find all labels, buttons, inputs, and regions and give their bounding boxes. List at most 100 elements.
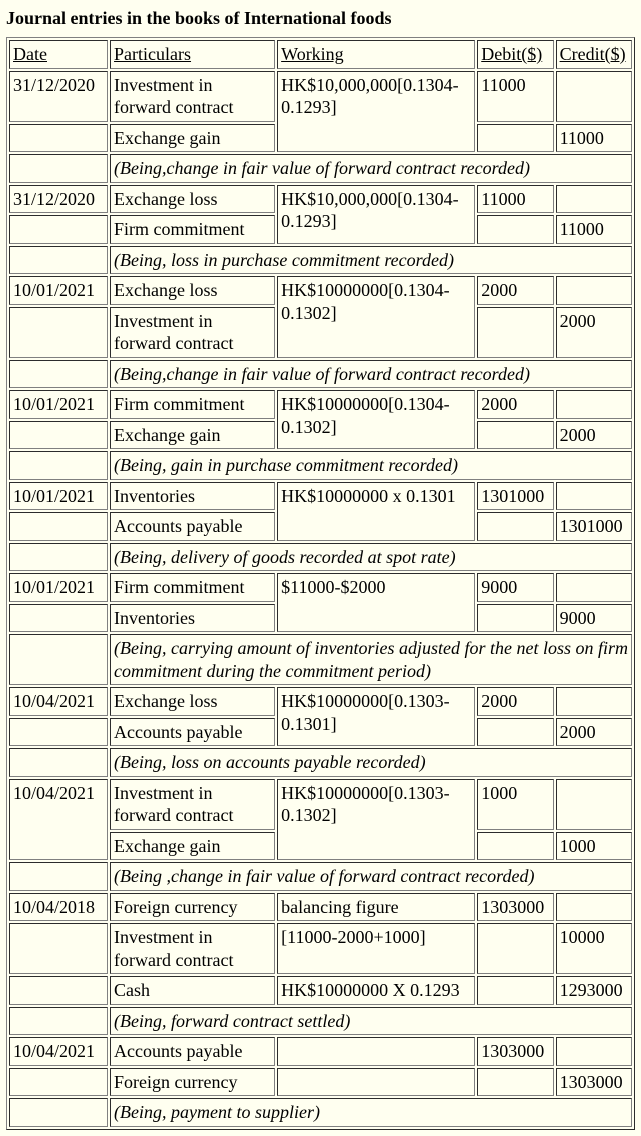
particulars-cell: Exchange loss [110,185,275,214]
debit-cell [477,923,553,974]
table-row: (Being, loss in purchase commitment reco… [9,246,632,275]
particulars-cell: Investment in forward contract [110,923,275,974]
particulars-cell: Accounts payable [110,1037,275,1066]
credit-cell [556,687,632,716]
table-row: (Being, payment to supplier) [9,1098,632,1127]
table-row: 10/01/2021InventoriesHK$10000000 x 0.130… [9,482,632,511]
credit-cell: 10000 [556,923,632,974]
working-cell: HK$10000000[0.1304-0.1302] [277,276,475,358]
col-debit: Debit($) [477,40,553,69]
date-cell: 10/01/2021 [9,482,108,511]
col-particulars: Particulars [110,40,275,69]
date-cell: 10/01/2021 [9,573,108,602]
table-row: (Being, forward contract settled) [9,1007,632,1036]
narration-cell: (Being, forward contract settled) [110,1007,632,1036]
date-cell [9,421,108,450]
particulars-cell: Exchange loss [110,276,275,305]
date-cell [9,512,108,541]
working-cell: $11000-$2000 [277,573,475,632]
particulars-cell: Cash [110,976,275,1005]
date-cell [9,154,108,183]
working-cell: [11000-2000+1000] [277,923,475,974]
date-cell: 10/04/2021 [9,687,108,716]
date-cell [9,1098,108,1127]
particulars-cell: Exchange gain [110,832,275,861]
date-cell [9,976,108,1005]
credit-cell [556,390,632,419]
narration-cell: (Being, loss in purchase commitment reco… [110,246,632,275]
date-cell [9,1068,108,1097]
table-row: 10/04/2021Investment in forward contract… [9,779,632,830]
col-credit: Credit($) [556,40,632,69]
col-working: Working [277,40,475,69]
particulars-cell: Foreign currency [110,1068,275,1097]
table-row: 10/04/2021Exchange lossHK$10000000[0.130… [9,687,632,716]
narration-cell: (Being,change in fair value of forward c… [110,154,632,183]
credit-cell [556,185,632,214]
debit-cell [477,718,553,747]
particulars-cell: Inventories [110,604,275,633]
debit-cell: 2000 [477,390,553,419]
credit-cell: 2000 [556,307,632,358]
table-row: Investment in forward contract[11000-200… [9,923,632,974]
debit-cell: 1303000 [477,1037,553,1066]
date-cell [9,1007,108,1036]
debit-cell: 1000 [477,779,553,830]
debit-cell [477,1068,553,1097]
particulars-cell: Investment in forward contract [110,307,275,358]
debit-cell: 1301000 [477,482,553,511]
debit-cell [477,512,553,541]
table-row: 10/01/2021Exchange lossHK$10000000[0.130… [9,276,632,305]
credit-cell: 1303000 [556,1068,632,1097]
date-cell [9,360,108,389]
date-cell: 10/04/2021 [9,779,108,861]
table-row: (Being, loss on accounts payable recorde… [9,748,632,777]
date-cell: 10/01/2021 [9,390,108,419]
debit-cell: 11000 [477,71,553,122]
particulars-cell: Exchange gain [110,124,275,153]
narration-cell: (Being, carrying amount of inventories a… [110,634,632,685]
debit-cell: 11000 [477,185,553,214]
table-header-row: DateParticularsWorkingDebit($)Credit($) [9,40,632,69]
particulars-cell: Exchange loss [110,687,275,716]
working-cell: balancing figure [277,893,475,922]
table-row: (Being, delivery of goods recorded at sp… [9,543,632,572]
working-cell [277,1037,475,1066]
date-cell [9,124,108,153]
date-cell [9,451,108,480]
debit-cell [477,124,553,153]
table-row: (Being ,change in fair value of forward … [9,862,632,891]
working-cell: HK$10000000[0.1303-0.1302] [277,779,475,861]
narration-cell: (Being, payment to supplier) [110,1098,632,1127]
debit-cell: 9000 [477,573,553,602]
table-row: 31/12/2020Investment in forward contract… [9,71,632,122]
credit-cell [556,893,632,922]
credit-cell [556,482,632,511]
credit-cell: 11000 [556,215,632,244]
date-cell: 31/12/2020 [9,71,108,122]
date-cell: 10/01/2021 [9,276,108,305]
particulars-cell: Investment in forward contract [110,71,275,122]
credit-cell: 1000 [556,832,632,861]
table-row: 31/12/2020Exchange lossHK$10,000,000[0.1… [9,185,632,214]
date-cell [9,543,108,572]
date-cell: 31/12/2020 [9,185,108,214]
debit-cell [477,976,553,1005]
date-cell [9,862,108,891]
col-date: Date [9,40,108,69]
date-cell [9,307,108,358]
date-cell [9,215,108,244]
credit-cell [556,71,632,122]
working-cell: HK$10,000,000[0.1304-0.1293] [277,185,475,244]
credit-cell [556,276,632,305]
date-cell [9,634,108,685]
particulars-cell: Accounts payable [110,718,275,747]
table-row: (Being, gain in purchase commitment reco… [9,451,632,480]
debit-cell [477,421,553,450]
working-cell: HK$10000000 x 0.1301 [277,482,475,541]
date-cell [9,748,108,777]
credit-cell: 1293000 [556,976,632,1005]
working-cell: HK$10,000,000[0.1304-0.1293] [277,71,475,153]
particulars-cell: Firm commitment [110,390,275,419]
debit-cell [477,604,553,633]
